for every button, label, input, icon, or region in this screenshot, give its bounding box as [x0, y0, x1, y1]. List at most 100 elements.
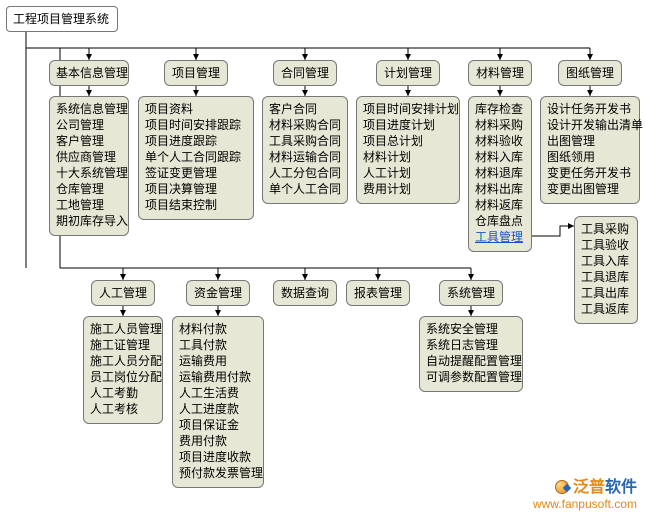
- list-item: 项目进度计划: [363, 117, 453, 133]
- list-item: 费用计划: [363, 181, 453, 197]
- list-item: 仓库盘点: [475, 213, 525, 229]
- list-item: 材料采购合同: [269, 117, 341, 133]
- row2-body-system: 系统安全管理系统日志管理自动提醒配置管理可调参数配置管理: [419, 316, 523, 392]
- list-item: 仓库管理: [56, 181, 122, 197]
- list-item: 材料计划: [363, 149, 453, 165]
- list-item: 施工人员分配: [90, 353, 156, 369]
- list-item: 项目总计划: [363, 133, 453, 149]
- list-item: 材料采购: [475, 117, 525, 133]
- row2-head-report: 报表管理: [346, 280, 410, 306]
- root-node: 工程项目管理系统: [6, 6, 118, 32]
- row2-head-fund: 资金管理: [186, 280, 250, 306]
- row1-body-drawing: 设计任务开发书设计开发输出清单出图管理图纸领用变更任务开发书变更出图管理: [540, 96, 640, 204]
- list-item: 人工计划: [363, 165, 453, 181]
- list-item: 工具验收: [581, 237, 631, 253]
- row2-head-system: 系统管理: [439, 280, 503, 306]
- list-item: 系统安全管理: [426, 321, 516, 337]
- list-item: 施工人员管理: [90, 321, 156, 337]
- head-label: 材料管理: [476, 66, 524, 80]
- list-item: 库存检查: [475, 101, 525, 117]
- row2-head-labor: 人工管理: [91, 280, 155, 306]
- row1-head-plan: 计划管理: [376, 60, 440, 86]
- head-label: 报表管理: [354, 286, 402, 300]
- list-item: 系统信息管理: [56, 101, 122, 117]
- watermark: 泛普软件 www.fanpusoft.com: [533, 480, 637, 512]
- list-item: 单个人工合同: [269, 181, 341, 197]
- list-item: 可调参数配置管理: [426, 369, 516, 385]
- list-item: 供应商管理: [56, 149, 122, 165]
- list-item: 人工考核: [90, 401, 156, 417]
- row1-body-project: 项目资料项目时间安排跟踪项目进度跟踪单个人工合同跟踪签证变更管理项目决算管理项目…: [138, 96, 254, 220]
- list-item: 人工考勤: [90, 385, 156, 401]
- list-item: 费用付款: [179, 433, 257, 449]
- list-item: 十大系统管理: [56, 165, 122, 181]
- tool-mgmt-link[interactable]: 工具管理: [475, 229, 525, 245]
- head-label: 人工管理: [99, 286, 147, 300]
- row2-body-labor: 施工人员管理施工证管理施工人员分配员工岗位分配人工考勤人工考核: [83, 316, 163, 424]
- row1-head-drawing: 图纸管理: [558, 60, 622, 86]
- list-item: 项目进度跟踪: [145, 133, 247, 149]
- tool-subbox: 工具采购工具验收工具入库工具退库工具出库工具返库: [574, 216, 638, 324]
- list-item: 期初库存导入: [56, 213, 122, 229]
- list-item: 工具入库: [581, 253, 631, 269]
- list-item: 工具返库: [581, 301, 631, 317]
- list-item: 项目时间安排跟踪: [145, 117, 247, 133]
- list-item: 项目保证金: [179, 417, 257, 433]
- list-item: 材料运输合同: [269, 149, 341, 165]
- list-item: 设计任务开发书: [547, 101, 633, 117]
- list-item: 图纸领用: [547, 149, 633, 165]
- list-item: 工地管理: [56, 197, 122, 213]
- row2-body-fund: 材料付款工具付款运输费用运输费用付款人工生活费人工进度款项目保证金费用付款项目进…: [172, 316, 264, 488]
- list-item: 工具采购: [581, 221, 631, 237]
- list-item: 员工岗位分配: [90, 369, 156, 385]
- list-item: 材料退库: [475, 165, 525, 181]
- list-item: 出图管理: [547, 133, 633, 149]
- head-label: 系统管理: [447, 286, 495, 300]
- row1-head-material: 材料管理: [468, 60, 532, 86]
- list-item: 施工证管理: [90, 337, 156, 353]
- list-item: 项目决算管理: [145, 181, 247, 197]
- list-item: 材料入库: [475, 149, 525, 165]
- list-item: 工具付款: [179, 337, 257, 353]
- list-item: 运输费用付款: [179, 369, 257, 385]
- list-item: 项目资料: [145, 101, 247, 117]
- row1-head-contract: 合同管理: [273, 60, 337, 86]
- list-item: 客户合同: [269, 101, 341, 117]
- row1-body-basic: 系统信息管理公司管理客户管理供应商管理十大系统管理仓库管理工地管理期初库存导入: [49, 96, 129, 236]
- list-item: 预付款发票管理: [179, 465, 257, 481]
- head-label: 项目管理: [172, 66, 220, 80]
- head-label: 资金管理: [194, 286, 242, 300]
- list-item: 自动提醒配置管理: [426, 353, 516, 369]
- row1-body-contract: 客户合同材料采购合同工具采购合同材料运输合同人工分包合同单个人工合同: [262, 96, 348, 204]
- list-item: 材料出库: [475, 181, 525, 197]
- list-item: 单个人工合同跟踪: [145, 149, 247, 165]
- list-item: 运输费用: [179, 353, 257, 369]
- list-item: 人工分包合同: [269, 165, 341, 181]
- row1-body-material: 库存检查材料采购材料验收材料入库材料退库材料出库材料返库仓库盘点工具管理: [468, 96, 532, 252]
- row1-head-basic: 基本信息管理: [49, 60, 129, 86]
- brand-url: www.fanpusoft.com: [533, 496, 637, 512]
- list-item: 变更任务开发书: [547, 165, 633, 181]
- list-item: 人工进度款: [179, 401, 257, 417]
- row1-head-project: 项目管理: [164, 60, 228, 86]
- list-item: 设计开发输出清单: [547, 117, 633, 133]
- list-item: 签证变更管理: [145, 165, 247, 181]
- list-item: 系统日志管理: [426, 337, 516, 353]
- list-item: 工具退库: [581, 269, 631, 285]
- head-label: 合同管理: [281, 66, 329, 80]
- list-item: 工具出库: [581, 285, 631, 301]
- list-item: 变更出图管理: [547, 181, 633, 197]
- list-item: 项目进度收款: [179, 449, 257, 465]
- list-item: 公司管理: [56, 117, 122, 133]
- head-label: 数据查询: [281, 286, 329, 300]
- row1-body-plan: 项目时间安排计划项目进度计划项目总计划材料计划人工计划费用计划: [356, 96, 460, 204]
- head-label: 基本信息管理: [56, 66, 128, 80]
- list-item: 材料付款: [179, 321, 257, 337]
- brand-name: 泛普软件: [533, 480, 637, 496]
- list-item: 人工生活费: [179, 385, 257, 401]
- root-label: 工程项目管理系统: [13, 12, 109, 26]
- list-item: 项目结束控制: [145, 197, 247, 213]
- row2-head-query: 数据查询: [273, 280, 337, 306]
- brand-logo-icon: [555, 480, 569, 494]
- head-label: 计划管理: [384, 66, 432, 80]
